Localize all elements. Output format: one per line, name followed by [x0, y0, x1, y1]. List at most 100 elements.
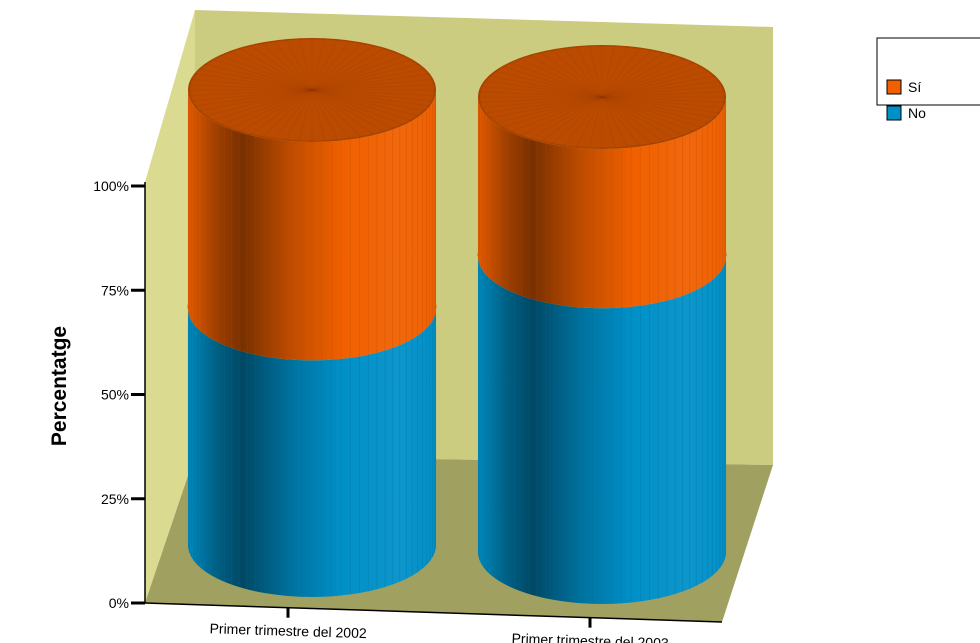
cylinder-cap-ray	[601, 91, 726, 98]
cylinder-cap-ray	[198, 68, 313, 91]
cylinder-cap-ray	[311, 89, 436, 96]
cylinder-1	[187, 38, 437, 597]
cylinder-cap-ray	[311, 89, 351, 140]
cylinder-cap-ray	[478, 91, 603, 98]
legend-label-si: Sí	[908, 79, 921, 95]
cylinder-cap-ray	[311, 44, 375, 91]
cylinder-cap-ray	[311, 38, 339, 91]
cylinder-cap-ray	[601, 96, 686, 137]
cylinder-segment-si	[478, 97, 726, 309]
cylinder-cap-ray	[494, 70, 603, 98]
cylinder-cap-ray	[601, 85, 724, 98]
y-axis-ticks: 0% 25% 50% 75% 100%	[93, 178, 145, 611]
cylinder-segment-no	[188, 308, 436, 597]
cylinder-cap-ray	[190, 89, 313, 102]
cylinder-cap-ray	[311, 54, 405, 91]
cylinder-cap-ray	[311, 78, 434, 91]
cylinder-cap-ray	[528, 96, 603, 140]
cylinder-cap-ray	[478, 96, 603, 103]
cylinder-cap-ray	[311, 89, 326, 142]
cylinder-cap-ray	[311, 68, 426, 91]
cylinder-cap-ray	[575, 45, 603, 98]
cylinder-cap-ray	[518, 57, 603, 98]
cylinder-cap-ray	[198, 89, 313, 112]
cylinder-cap-ray	[238, 47, 313, 91]
cylinder-cap-ray	[601, 75, 716, 98]
x-tick-label: Primer trimestre del 2002	[209, 620, 367, 641]
cylinder-cap-ray	[601, 47, 641, 98]
cylinder-cap-ray	[575, 96, 603, 149]
cylinder-cap-ray	[311, 89, 375, 136]
cylinder-2	[477, 45, 727, 604]
cylinder-cap-ray	[539, 51, 603, 98]
cylinder-cap-ray	[311, 89, 426, 112]
legend-swatch-si	[886, 79, 902, 95]
cylinder-cap-ray	[509, 61, 603, 98]
cylinder-cap-ray	[528, 54, 603, 98]
cylinder-segment-no	[478, 256, 726, 604]
cylinder-cap-ray	[249, 89, 313, 136]
cylinder-cap-ray	[298, 38, 313, 91]
cylinder-cap-ray	[480, 85, 603, 98]
cylinder-cap-ray	[601, 80, 720, 98]
x-tick-label: Primer trimestre del 2003	[511, 630, 669, 643]
cylinder-cap-ray	[601, 96, 720, 114]
cylinder-cap-ray	[484, 80, 603, 98]
y-tick-label: 50%	[101, 387, 129, 403]
legend-swatch-no	[886, 105, 902, 121]
cylinder-cap-ray	[238, 89, 313, 133]
cylinder-cap-ray	[311, 89, 386, 133]
y-tick-label: 0%	[109, 595, 129, 611]
legend-label-no: No	[908, 105, 926, 121]
cylinder-cap-ray	[228, 50, 313, 91]
cylinder-cap-ray	[204, 63, 313, 91]
cylinder-cap-ray	[311, 84, 436, 91]
cylinder-cap-ray	[480, 96, 603, 109]
cylinder-cap-ray	[194, 73, 313, 91]
x-axis-line	[144, 602, 723, 623]
cylinder-cap-ray	[311, 63, 420, 91]
cylinder-cap-ray	[601, 96, 710, 124]
y-tick-label: 100%	[93, 178, 129, 194]
chart-side-wall	[145, 10, 195, 603]
cylinder-cap-ray	[273, 40, 313, 91]
cylinder-cap-ray	[484, 96, 603, 114]
cylinder-cap-ray	[551, 49, 603, 98]
cylinder-cap-ray	[501, 65, 603, 98]
cylinder-cap-ray	[501, 96, 603, 129]
cylinder-top-cap-inner	[190, 39, 434, 141]
cylinder-cap-ray	[273, 89, 313, 140]
cylinder-cap-ray	[601, 96, 703, 129]
cylinder-cap-ray	[211, 89, 313, 122]
cylinder-top-cap-inner	[480, 46, 724, 148]
cylinder-cap-ray	[211, 58, 313, 91]
cylinder-cap-ray	[261, 42, 313, 91]
cylinder-cap-ray	[601, 96, 641, 147]
cylinder-cap-ray	[219, 54, 313, 91]
cylinder-cap-ray	[311, 40, 351, 91]
y-axis-title: Percentatge	[48, 326, 71, 446]
cylinder-cap-ray	[601, 96, 616, 149]
cylinder-cap-ray	[204, 89, 313, 117]
cylinder-cap-ray	[601, 49, 653, 98]
cylinder-cap-ray	[285, 89, 313, 142]
cylinder-cap-ray	[601, 96, 726, 103]
cylinder-cap-ray	[190, 78, 313, 91]
legend: Sí No	[876, 37, 980, 121]
cylinder-cap-ray	[588, 45, 603, 98]
cylinder-cap-ray	[311, 89, 413, 122]
x-axis-ticks: Primer trimestre del 2002 Primer trimestr…	[209, 607, 669, 643]
cylinder-cap-ray	[539, 96, 603, 143]
cylinder-cap-ray	[601, 51, 665, 98]
cylinder-bars	[187, 38, 727, 604]
cylinder-cap-ray	[601, 96, 629, 149]
cylinder-cap-ray	[311, 47, 386, 91]
legend-box	[876, 37, 980, 106]
cylinder-cap-ray	[601, 70, 710, 98]
cylinder-cap-ray	[601, 96, 716, 119]
cylinder-cap-ray	[488, 96, 603, 119]
cylinder-cap-ray	[188, 84, 313, 91]
cylinder-cap-ray	[228, 89, 313, 130]
cylinder-cap-ray	[219, 89, 313, 126]
